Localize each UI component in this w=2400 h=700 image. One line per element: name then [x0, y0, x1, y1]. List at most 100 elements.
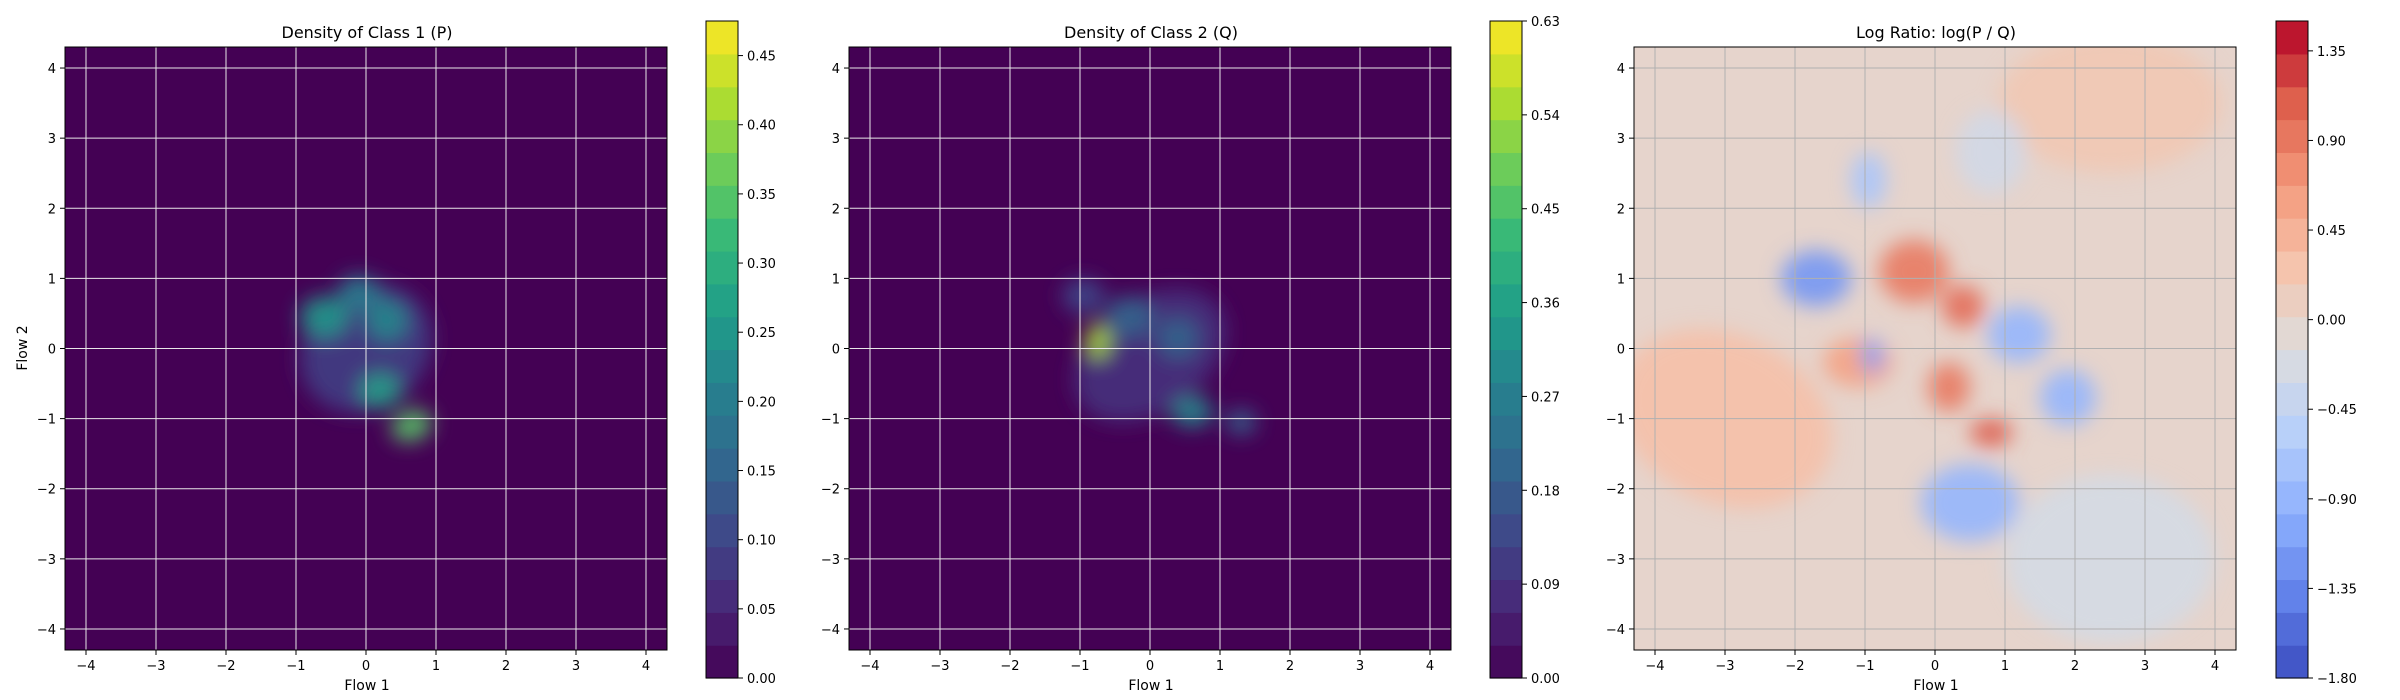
y-tick-label: −4 [1606, 623, 1625, 638]
colorbar-tick-label: 0.27 [1531, 390, 1560, 405]
colorbar-band [1490, 21, 1522, 55]
y-tick-label: −3 [1606, 553, 1625, 568]
density-blob [1104, 295, 1154, 338]
density-blob [1921, 464, 2019, 542]
colorbar: 0.00 0.09 0.18 0.27 0.36 0.45 0.54 0.63 [1489, 15, 1560, 687]
colorbar-tick-label: 0.25 [747, 326, 776, 341]
subplot-log-ratio: Log Ratio: log(P / Q) −4 −3 −2 −1 0 1 2 3 4 −4 −3… [1606, 20, 2357, 694]
colorbar-tick-label: 0.15 [747, 465, 776, 480]
colorbar-tick-label: 0.30 [747, 257, 776, 272]
colorbar-band [706, 152, 738, 186]
x-tick-label: 2 [1286, 659, 1294, 674]
density-field [1634, 47, 2222, 643]
x-tick-label: −3 [1715, 659, 1734, 674]
colorbar-band [706, 612, 738, 646]
colorbar-tick-label: 0.36 [1531, 297, 1560, 312]
x-tick-label: −4 [860, 659, 879, 674]
colorbar-band [706, 218, 738, 252]
colorbar-tick-label: 0.54 [1531, 109, 1560, 124]
y-tick-label: 2 [48, 202, 56, 217]
x-axis-label: Flow 1 [1913, 678, 1958, 694]
x-axis: −4 −3 −2 −1 0 1 2 3 4 [76, 650, 650, 674]
x-tick-label: −1 [286, 659, 305, 674]
density-blob [366, 299, 408, 342]
plot-title: Density of Class 2 (Q) [1064, 23, 1238, 42]
y-tick-label: −3 [37, 553, 56, 568]
y-tick-label: 2 [832, 202, 840, 217]
colorbar-band [2276, 283, 2308, 318]
colorbar-band [706, 283, 738, 318]
y-axis-label: Flow 2 [15, 325, 31, 370]
colorbar-band [2276, 480, 2308, 515]
colorbar-band [706, 349, 738, 383]
colorbar-band [1490, 546, 1522, 581]
y-tick-label: 4 [48, 62, 56, 77]
colorbar-band [2276, 316, 2308, 351]
y-axis: −4 −3 −2 −1 0 1 2 3 4 [1606, 62, 1634, 638]
y-tick-label: −4 [37, 623, 56, 638]
colorbar-tick-label: −1.80 [2317, 672, 2357, 687]
x-axis-label: Flow 1 [344, 678, 389, 694]
colorbar-band [2276, 513, 2308, 548]
colorbar-tick-label: 0.35 [747, 188, 776, 203]
density-blob [359, 373, 401, 409]
x-tick-label: −2 [1785, 659, 1804, 674]
x-tick-label: −1 [1855, 659, 1874, 674]
colorbar-band [1490, 86, 1522, 121]
colorbar-band [706, 645, 738, 679]
colorbar-band [706, 250, 738, 285]
x-tick-label: 0 [362, 659, 370, 674]
x-axis: −4 −3 −2 −1 0 1 2 3 4 [860, 650, 1434, 674]
colorbar-band [2276, 349, 2308, 383]
y-tick-label: −1 [1606, 413, 1625, 428]
y-tick-label: 0 [1617, 343, 1625, 358]
colorbar-band [1490, 513, 1522, 548]
colorbar-tick-label: 0.09 [1531, 578, 1560, 593]
x-tick-label: 1 [1216, 659, 1224, 674]
colorbar-tick-label: −0.45 [2317, 403, 2357, 418]
density-blob [1171, 396, 1213, 428]
x-tick-label: 2 [502, 659, 510, 674]
y-tick-label: 1 [48, 272, 56, 287]
x-tick-label: 1 [2001, 659, 2009, 674]
colorbar-band [1490, 250, 1522, 285]
colorbar-band [706, 185, 738, 219]
y-tick-label: −1 [37, 413, 56, 428]
colorbar-band [1490, 448, 1522, 482]
colorbar-band [2276, 448, 2308, 482]
colorbar-band [2276, 546, 2308, 581]
x-tick-label: −2 [1000, 659, 1019, 674]
colorbar-band [1490, 119, 1522, 153]
colorbar-band [2276, 218, 2308, 252]
x-tick-label: 4 [642, 659, 650, 674]
colorbar-band [2276, 250, 2308, 285]
colorbar-band [706, 546, 738, 581]
colorbar-band [706, 86, 738, 121]
colorbar-band [706, 21, 738, 55]
colorbar-band [1490, 218, 1522, 252]
x-axis-label: Flow 1 [1128, 678, 1173, 694]
plot-area [64, 46, 668, 651]
density-blob [1998, 47, 2222, 174]
colorbar-band [706, 53, 738, 88]
colorbar-band [2276, 53, 2308, 88]
x-axis: −4 −3 −2 −1 0 1 2 3 4 [1645, 650, 2219, 674]
x-tick-label: −2 [216, 659, 235, 674]
colorbar-band [2276, 86, 2308, 121]
colorbar: −1.80 −1.35 −0.90 −0.45 0.00 0.45 0.90 1.35 [2275, 20, 2357, 687]
density-blob [1157, 316, 1199, 359]
colorbar-band [2276, 382, 2308, 416]
colorbar-tick-label: 0.05 [747, 603, 776, 618]
density-blob [1861, 338, 1883, 374]
density-blob [1970, 418, 2012, 447]
y-tick-label: 1 [1617, 272, 1625, 287]
colorbar-band [1490, 415, 1522, 449]
density-blob [1084, 323, 1111, 359]
colorbar-band [1490, 480, 1522, 515]
x-tick-label: −3 [930, 659, 949, 674]
colorbar-band [1490, 185, 1522, 219]
colorbar-tick-label: 1.35 [2317, 45, 2346, 60]
y-axis: −4 −3 −2 −1 0 1 2 3 4 [821, 62, 849, 638]
colorbar-band [1490, 53, 1522, 88]
x-tick-label: 4 [1426, 659, 1434, 674]
